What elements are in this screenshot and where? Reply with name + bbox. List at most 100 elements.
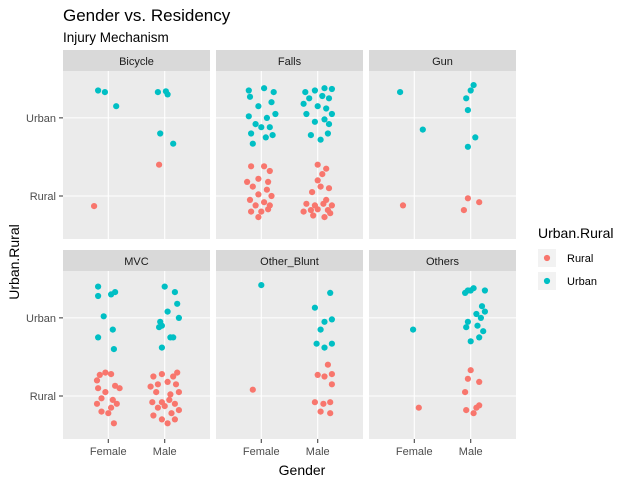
data-point-rural [93, 377, 101, 384]
data-point-urban [397, 89, 404, 96]
data-point-rural [255, 191, 262, 198]
data-point-urban [245, 113, 252, 120]
legend-swatch [543, 254, 551, 262]
data-point-rural [116, 385, 123, 392]
data-point-rural [327, 399, 334, 406]
data-point-rural [261, 163, 268, 170]
data-point-urban [317, 326, 324, 333]
x-tick-label: Male [306, 446, 330, 458]
data-point-urban [462, 289, 469, 296]
data-point-urban [154, 89, 161, 96]
data-point-rural [113, 400, 120, 407]
data-point-rural [321, 373, 328, 380]
data-point-rural [258, 208, 265, 215]
data-point-urban [112, 289, 119, 296]
y-tick-label: Urban [26, 313, 56, 325]
data-point-rural [317, 408, 324, 415]
y-tick-label: Rural [30, 191, 56, 203]
data-point-urban [328, 340, 335, 347]
data-point-urban [311, 304, 318, 311]
data-point-rural [415, 404, 422, 411]
panel-background [216, 71, 363, 239]
data-point-urban [464, 143, 471, 150]
data-point-rural [314, 161, 321, 168]
data-point-urban [245, 87, 252, 94]
data-point-urban [321, 85, 328, 92]
data-point-rural [175, 407, 182, 414]
y-tick-label: Urban [26, 113, 56, 125]
chart-title: Gender vs. Residency [63, 6, 231, 25]
data-point-rural [244, 178, 251, 185]
y-axis-title: Urban.Rural [6, 224, 22, 299]
data-point-rural [476, 199, 483, 206]
data-point-urban [328, 85, 335, 93]
panel-background [369, 71, 516, 239]
data-point-rural [170, 373, 177, 380]
data-point-rural [399, 202, 407, 209]
data-point-rural [98, 395, 105, 402]
data-point-urban [314, 103, 321, 110]
data-point-rural [255, 175, 262, 182]
data-point-rural [263, 186, 270, 193]
data-point-rural [150, 412, 157, 419]
data-point-rural [154, 404, 161, 411]
data-point-rural [320, 200, 327, 207]
data-point-urban [323, 105, 330, 112]
data-point-urban [302, 89, 309, 96]
data-point-rural [246, 196, 254, 203]
data-point-urban [100, 313, 107, 320]
data-point-urban [470, 82, 477, 89]
data-point-rural [158, 416, 165, 423]
data-point-urban [317, 136, 324, 143]
facet-strip [216, 250, 363, 271]
data-point-rural [314, 177, 321, 184]
data-point-rural [147, 383, 154, 390]
data-point-rural [161, 403, 168, 410]
data-point-urban [476, 334, 483, 341]
data-point-urban [258, 282, 265, 289]
data-point-urban [325, 121, 333, 128]
data-point-rural [476, 402, 483, 409]
data-point-rural [249, 386, 256, 393]
data-point-rural [314, 371, 321, 378]
data-point-urban [252, 121, 259, 128]
data-point-urban [248, 130, 255, 137]
data-point-urban [481, 287, 488, 294]
data-point-urban [311, 118, 318, 125]
data-point-urban [162, 88, 169, 95]
x-axis-title: Gender [279, 462, 326, 478]
facet-panel: Falls [216, 50, 363, 239]
data-point-urban [158, 344, 165, 351]
data-point-rural [303, 200, 310, 207]
data-point-urban [261, 85, 268, 92]
data-point-rural [476, 378, 483, 385]
data-point-urban [95, 87, 102, 94]
data-point-urban [175, 314, 182, 321]
data-point-urban [246, 93, 254, 100]
data-point-rural [249, 183, 256, 190]
data-point-urban [467, 87, 474, 94]
data-point-urban [101, 89, 108, 96]
data-point-urban [307, 132, 314, 139]
data-point-urban [255, 103, 262, 110]
data-point-rural [158, 371, 165, 378]
data-point-urban [258, 124, 265, 131]
data-point-urban [161, 283, 168, 290]
facet-label: Other_Blunt [260, 256, 319, 268]
data-point-rural [463, 407, 470, 414]
data-point-rural [255, 214, 262, 221]
data-point-rural [319, 171, 326, 178]
data-point-rural [109, 396, 116, 403]
data-point-rural [327, 210, 334, 217]
data-point-urban [269, 132, 276, 139]
data-point-urban [313, 340, 320, 347]
data-point-rural [265, 178, 272, 185]
data-point-rural [311, 399, 318, 406]
data-point-urban [464, 107, 471, 114]
facet-panel: Others Female Male [369, 250, 516, 458]
data-point-rural [462, 389, 469, 396]
data-point-rural [464, 375, 471, 382]
data-point-rural [248, 208, 255, 215]
x-tick-label: Male [153, 446, 177, 458]
